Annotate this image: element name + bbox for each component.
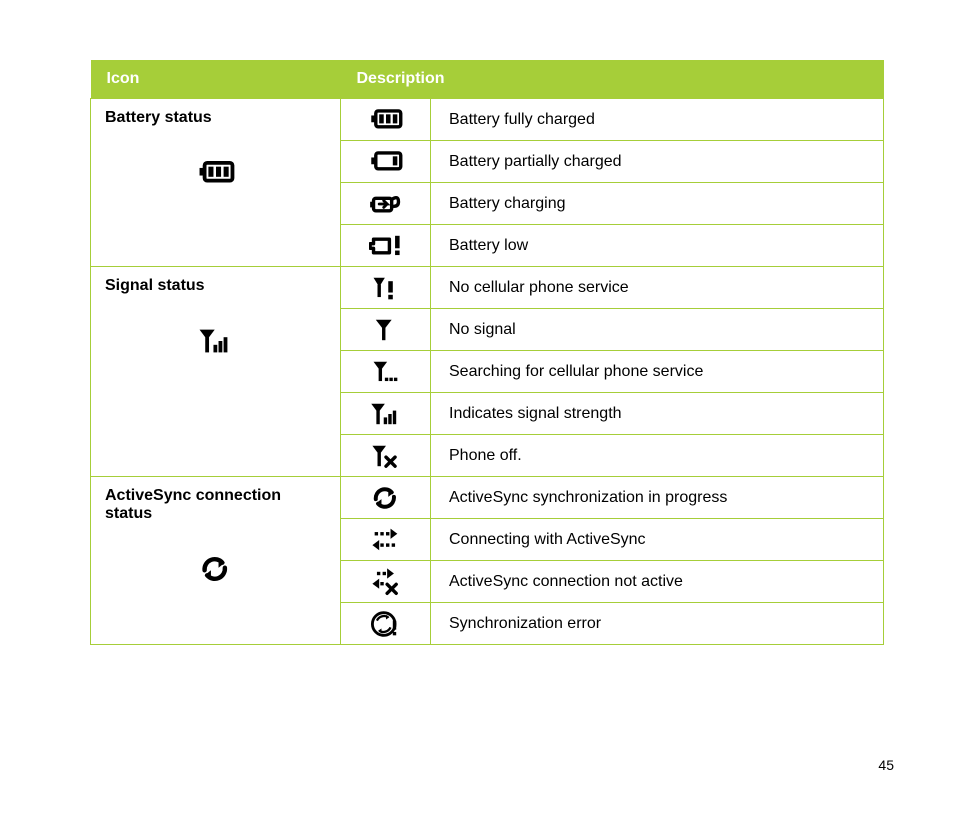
description-cell: Indicates signal strength — [431, 393, 884, 435]
battery-charging-icon — [341, 183, 431, 225]
description-cell: No cellular phone service — [431, 267, 884, 309]
group-cell: Battery status — [91, 99, 341, 267]
group-title: Signal status — [105, 277, 326, 295]
group-title: ActiveSync connection status — [105, 487, 326, 523]
icon-reference-table: Icon Description Battery status Battery f… — [90, 60, 884, 645]
table-row: Battery status Battery fully charged — [91, 99, 884, 141]
header-description: Description — [341, 60, 884, 99]
no-signal-icon — [341, 309, 431, 351]
description-cell: No signal — [431, 309, 884, 351]
page-number: 45 — [878, 757, 894, 773]
sync-error-icon — [341, 603, 431, 645]
group-title: Battery status — [105, 109, 326, 127]
searching-service-icon — [341, 351, 431, 393]
signal-strength-icon — [105, 325, 326, 357]
sync-progress-icon — [105, 553, 326, 585]
sync-progress-icon — [341, 477, 431, 519]
battery-full-icon — [341, 99, 431, 141]
description-cell: Searching for cellular phone service — [431, 351, 884, 393]
battery-full-icon — [105, 157, 326, 189]
header-icon: Icon — [91, 60, 341, 99]
description-cell: Battery low — [431, 225, 884, 267]
table-header-row: Icon Description — [91, 60, 884, 99]
no-service-icon — [341, 267, 431, 309]
sync-inactive-icon — [341, 561, 431, 603]
description-cell: ActiveSync connection not active — [431, 561, 884, 603]
table-row: Signal status No cellular phone service — [91, 267, 884, 309]
group-cell: Signal status — [91, 267, 341, 477]
sync-connecting-icon — [341, 519, 431, 561]
description-cell: Phone off. — [431, 435, 884, 477]
phone-off-icon — [341, 435, 431, 477]
description-cell: Battery fully charged — [431, 99, 884, 141]
description-cell: Synchronization error — [431, 603, 884, 645]
description-cell: Battery partially charged — [431, 141, 884, 183]
description-cell: Battery charging — [431, 183, 884, 225]
description-cell: Connecting with ActiveSync — [431, 519, 884, 561]
signal-strength-icon — [341, 393, 431, 435]
document-page: Icon Description Battery status Battery f… — [0, 0, 954, 645]
table-row: ActiveSync connection statusActiveSync s… — [91, 477, 884, 519]
battery-low-icon — [341, 225, 431, 267]
group-cell: ActiveSync connection status — [91, 477, 341, 645]
description-cell: ActiveSync synchronization in progress — [431, 477, 884, 519]
battery-partial-icon — [341, 141, 431, 183]
